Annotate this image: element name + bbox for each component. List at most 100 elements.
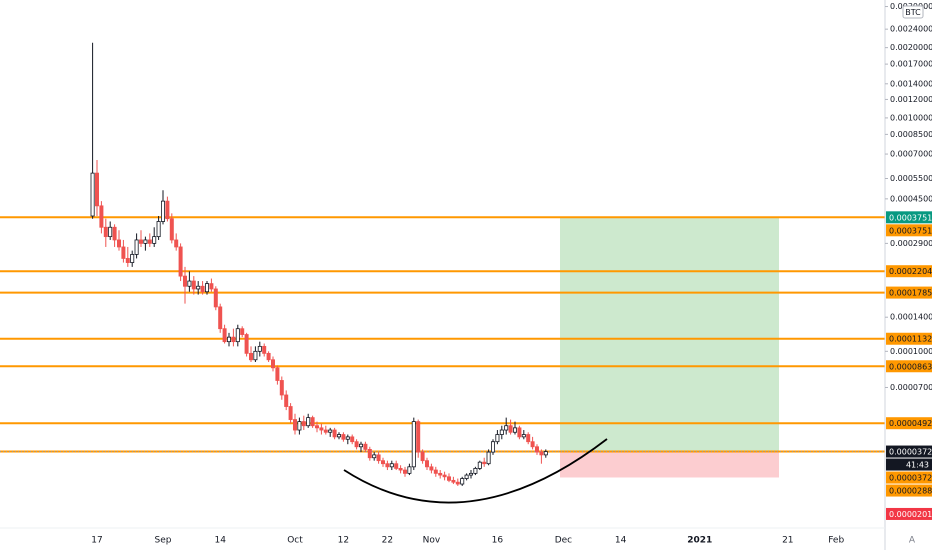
candle-body <box>143 239 148 244</box>
y-tick-label: 0.0024000 <box>890 25 932 34</box>
candle-body <box>169 218 174 241</box>
candle-body <box>196 285 201 290</box>
candle-body <box>95 172 100 207</box>
candle-body <box>231 336 236 343</box>
level-label-bg <box>886 286 932 299</box>
level-label-bg <box>886 360 932 373</box>
x-tick-label: 22 <box>382 536 393 546</box>
time-axis: 17 Sep 14 Oct 12 22 Nov 16 Dec 14 2021 21 Feb <box>91 536 844 546</box>
candle-body <box>279 380 284 396</box>
candle-body <box>363 443 368 450</box>
x-tick-label: 17 <box>91 536 102 546</box>
level-label-bg <box>886 224 932 237</box>
candle-body <box>178 246 183 277</box>
level-label: 0.0002204 <box>889 267 932 276</box>
countdown-label-bg <box>886 458 932 471</box>
candle-body <box>244 334 249 354</box>
candle-body <box>147 239 152 244</box>
cup-curve <box>343 438 608 504</box>
candle-body <box>455 481 460 485</box>
candle-body <box>477 461 482 469</box>
currency-label: BTC <box>905 8 921 17</box>
candle-body <box>341 434 346 440</box>
candle-body <box>108 226 113 238</box>
candle-body <box>367 449 372 459</box>
level-label: 0.0001785 <box>889 289 932 298</box>
candle-body <box>385 463 390 468</box>
candle-body <box>90 172 95 217</box>
candle-body <box>389 463 394 468</box>
y-tick-label: 0.0014000 <box>890 79 932 88</box>
candle-body <box>420 451 425 462</box>
candle-body <box>306 417 311 427</box>
x-tick-label: 21 <box>782 536 793 546</box>
candle-body <box>156 221 161 238</box>
y-tick-label: 0.0010000 <box>890 113 932 122</box>
candle-body <box>235 328 240 343</box>
level-label: 0.0003751 <box>889 226 932 235</box>
x-tick-label: 14 <box>214 536 226 546</box>
x-tick-label: 16 <box>492 536 504 546</box>
candle-body <box>117 239 122 248</box>
candle-body <box>332 429 337 438</box>
candle-body <box>442 474 447 478</box>
y-tick-label: 0.0001400 <box>890 313 932 322</box>
position-tool <box>560 217 779 478</box>
last-price-label: 0.0000372 <box>889 448 932 457</box>
candle-body <box>323 429 328 433</box>
candle-body <box>336 434 341 438</box>
candle-body <box>103 226 108 238</box>
marker-label-bg <box>886 507 932 520</box>
candle-body <box>288 406 293 420</box>
candle-body <box>314 425 319 429</box>
stop-label: 0.0000288 <box>889 487 932 496</box>
last-price-label-bg <box>886 445 932 458</box>
candle-body <box>521 434 526 438</box>
candle-body <box>191 280 196 290</box>
target-label: 0.0003751 <box>889 213 932 222</box>
candle-body <box>301 421 306 427</box>
candle-body <box>226 336 231 343</box>
candle-body <box>310 417 315 427</box>
level-label: 0.0000492 <box>889 419 932 428</box>
target-label-bg <box>886 211 932 224</box>
candle-body <box>486 451 491 465</box>
candle-body <box>121 246 126 259</box>
x-tick-label: Sep <box>155 536 172 546</box>
candle-body <box>446 476 451 481</box>
candle-body <box>130 254 135 263</box>
candle-body <box>350 436 355 443</box>
candle-body <box>513 427 518 433</box>
candles <box>90 42 548 486</box>
level-label: 0.0000372 <box>889 474 932 483</box>
level-label: 0.0001132 <box>889 335 932 344</box>
candle-body <box>380 460 385 465</box>
candle-body <box>372 454 377 459</box>
candle-body <box>464 474 469 479</box>
candle-body <box>468 472 473 476</box>
auto-scale-button[interactable]: A <box>909 536 916 546</box>
candle-body <box>222 328 227 343</box>
level-label-bg <box>886 417 932 430</box>
candle-body <box>345 436 350 440</box>
y-tick-label: 0.0001000 <box>890 347 932 356</box>
candle-body <box>134 239 139 255</box>
candle-body <box>490 441 495 453</box>
candle-body <box>138 239 143 244</box>
candle-body <box>473 468 478 474</box>
y-tick-label: 0.0000700 <box>890 383 932 392</box>
candle-body <box>358 443 363 448</box>
x-tick-label: Feb <box>828 536 844 546</box>
stop-zone <box>560 451 779 478</box>
candle-body <box>284 394 289 407</box>
level-label-bg <box>886 265 932 278</box>
candle-body <box>266 352 271 361</box>
stop-label-bg <box>886 484 932 497</box>
countdown-label: 41:43 <box>906 461 929 470</box>
candle-body <box>248 352 253 361</box>
candle-body <box>209 283 214 290</box>
candle-body <box>204 283 209 293</box>
candle-body <box>539 451 544 456</box>
candle-body <box>535 446 540 453</box>
candle-body <box>376 454 381 462</box>
